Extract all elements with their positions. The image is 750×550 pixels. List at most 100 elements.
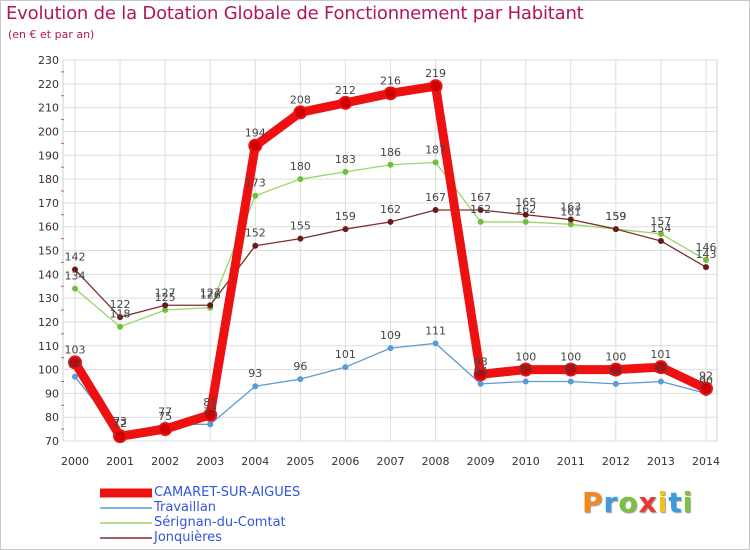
data-label: 111 <box>425 324 446 337</box>
data-label: 90 <box>699 374 713 387</box>
data-label: 186 <box>380 146 401 159</box>
data-label: 167 <box>470 191 491 204</box>
data-label: 212 <box>335 84 356 97</box>
x-tick-label: 2005 <box>286 455 314 468</box>
chart-title: Evolution de la Dotation Globale de Fonc… <box>6 3 584 24</box>
data-point <box>567 221 574 228</box>
data-point <box>297 376 304 383</box>
data-label: 163 <box>560 201 581 214</box>
legend-swatch-camaret <box>100 488 152 498</box>
data-label: 126 <box>200 289 221 302</box>
x-tick-label: 2008 <box>422 455 450 468</box>
data-point <box>608 362 623 377</box>
data-label: 118 <box>110 308 131 321</box>
data-label: 159 <box>605 210 626 223</box>
x-tick-label: 2007 <box>377 455 405 468</box>
data-label: 165 <box>515 196 536 209</box>
logo-letter: r <box>603 486 619 519</box>
data-point <box>252 192 259 199</box>
data-point <box>657 378 664 385</box>
data-label: 77 <box>158 405 172 418</box>
data-point <box>158 422 173 437</box>
data-point <box>477 218 484 225</box>
logo-letter: P <box>582 486 604 519</box>
data-label: 122 <box>110 298 131 311</box>
data-point <box>68 355 82 370</box>
data-point <box>383 86 398 101</box>
data-point <box>387 345 394 352</box>
data-point <box>432 159 439 166</box>
y-tick-label: 220 <box>38 78 59 91</box>
y-tick-label: 180 <box>38 173 59 186</box>
line-chart: 7080901001101201301401501601701801902002… <box>38 54 720 468</box>
data-point <box>387 218 394 225</box>
data-label: 159 <box>605 210 626 223</box>
data-label: 194 <box>245 127 266 140</box>
data-point <box>522 218 529 225</box>
data-label: 72 <box>113 417 127 430</box>
legend-label-camaret: CAMARET-SUR-AIGUES <box>154 485 301 500</box>
data-point <box>522 378 529 385</box>
data-label: 142 <box>65 251 86 264</box>
data-point <box>612 226 619 233</box>
data-label: 155 <box>290 220 311 233</box>
data-point <box>567 216 574 223</box>
legend-swatch-travaillan <box>100 507 152 509</box>
data-point <box>162 307 169 314</box>
y-tick-label: 90 <box>45 387 59 400</box>
legend-swatch-jonquieres <box>100 537 152 539</box>
data-point <box>207 302 214 309</box>
x-tick-label: 2012 <box>602 455 630 468</box>
data-label: 101 <box>650 348 671 361</box>
data-label: 157 <box>650 215 671 228</box>
data-point <box>703 264 709 271</box>
data-point <box>297 176 304 183</box>
data-label: 95 <box>519 362 533 375</box>
legend-label-jonquieres: Jonquières <box>154 530 222 545</box>
data-label: 219 <box>425 67 446 80</box>
data-point <box>338 95 353 110</box>
data-label: 143 <box>696 248 717 261</box>
y-tick-label: 100 <box>38 364 59 377</box>
data-point <box>342 168 349 175</box>
x-tick-label: 2003 <box>196 455 224 468</box>
x-tick-label: 2011 <box>557 455 585 468</box>
data-point <box>72 266 78 273</box>
data-label: 146 <box>696 241 717 254</box>
x-tick-label: 2004 <box>241 455 269 468</box>
data-label: 187 <box>425 143 446 156</box>
data-point <box>518 362 533 377</box>
y-tick-label: 130 <box>38 292 59 305</box>
data-label: 95 <box>654 362 668 375</box>
logo-letter: x <box>638 486 658 519</box>
data-label: 152 <box>245 227 266 240</box>
legend-label-serignan: Sérignan-du-Comtat <box>154 515 286 530</box>
x-tick-label: 2014 <box>692 455 720 468</box>
logo-letter: o <box>618 486 639 519</box>
data-label: 167 <box>425 191 446 204</box>
data-point <box>293 105 308 120</box>
x-tick-label: 2010 <box>512 455 540 468</box>
data-label: 208 <box>290 93 311 106</box>
data-point <box>297 235 304 242</box>
y-tick-label: 150 <box>38 245 59 258</box>
data-point <box>387 161 394 168</box>
data-label: 127 <box>200 286 221 299</box>
data-label: 159 <box>335 210 356 223</box>
data-point <box>477 380 484 387</box>
data-label: 125 <box>155 291 176 304</box>
data-point <box>612 380 619 387</box>
data-label: 173 <box>245 177 266 190</box>
data-point <box>432 340 439 347</box>
data-point <box>252 383 259 390</box>
x-tick-label: 2013 <box>647 455 675 468</box>
data-label: 216 <box>380 74 401 87</box>
data-label: 97 <box>68 358 82 371</box>
y-tick-label: 120 <box>38 316 59 329</box>
data-label: 94 <box>474 365 488 378</box>
data-point <box>207 421 214 428</box>
y-tick-label: 170 <box>38 197 59 210</box>
data-label: 100 <box>515 351 536 364</box>
data-label: 109 <box>380 329 401 342</box>
data-point <box>342 364 349 371</box>
